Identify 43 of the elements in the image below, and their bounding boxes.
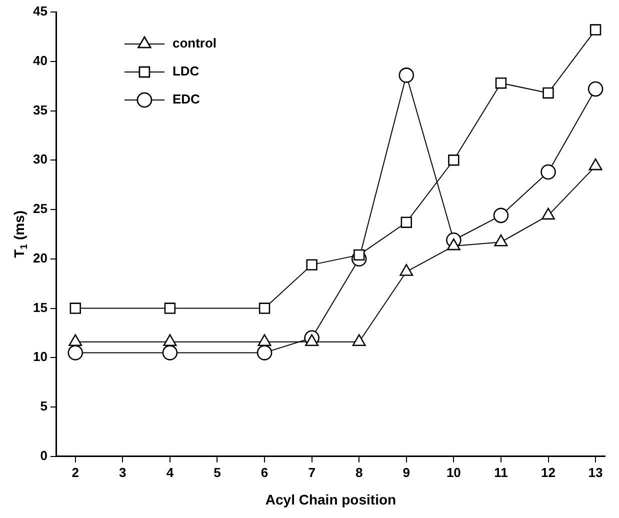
- x-tick-label: 13: [588, 464, 603, 480]
- y-tick-label: 45: [32, 4, 48, 19]
- x-tick-label: 10: [446, 464, 461, 480]
- point: [258, 302, 270, 314]
- point: [400, 216, 412, 228]
- y-tick-label: 15: [32, 300, 48, 315]
- point: [70, 302, 81, 314]
- x-tick-label: 8: [355, 464, 363, 480]
- x-tick-label: 5: [214, 464, 221, 480]
- x-tick-label: 3: [119, 464, 126, 480]
- point: [448, 154, 460, 166]
- y-tick-label: 20: [32, 250, 48, 266]
- point: [164, 302, 176, 314]
- x-tick-label: 11: [494, 464, 508, 480]
- y-tick-label: 40: [32, 52, 48, 68]
- legend-label: LDC: [172, 64, 200, 79]
- y-tick-label: 10: [32, 349, 48, 364]
- legend-label: control: [172, 36, 217, 51]
- x-tick-label: 12: [541, 464, 556, 480]
- x-tick-label: 6: [260, 464, 268, 480]
- point: [588, 81, 604, 97]
- point: [306, 259, 318, 270]
- x-tick-label: 9: [402, 464, 410, 480]
- x-tick-label: 7: [308, 464, 316, 480]
- point: [590, 24, 602, 36]
- y-tick-label: 35: [32, 102, 48, 118]
- point: [493, 208, 509, 224]
- point: [398, 68, 414, 83]
- point: [540, 164, 556, 180]
- y-axis-title: T1 (ms): [10, 210, 30, 258]
- point: [162, 345, 178, 360]
- x-axis-title: Acyl Chain position: [265, 491, 396, 508]
- x-tick-label: 4: [166, 464, 174, 480]
- y-tick-label: 5: [40, 398, 48, 414]
- y-tick-label: 25: [32, 201, 48, 216]
- x-tick-label: 2: [72, 464, 79, 480]
- point: [495, 78, 507, 89]
- legend-label: EDC: [172, 92, 201, 107]
- y-tick-label: 30: [32, 152, 48, 167]
- y-tick-label: 0: [40, 448, 48, 463]
- point: [542, 87, 554, 99]
- point: [256, 345, 272, 360]
- point: [68, 345, 84, 360]
